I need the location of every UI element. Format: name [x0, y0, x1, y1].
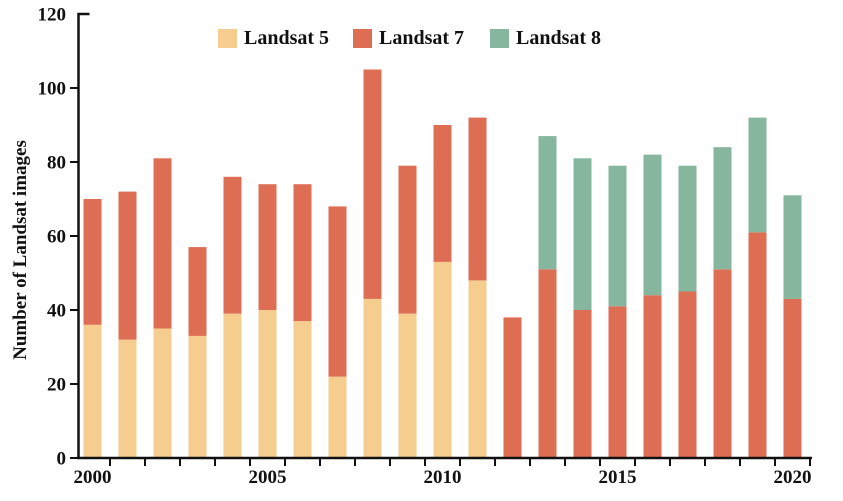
- legend-swatch-landsat-8-icon: [490, 28, 509, 48]
- bar-segment-2017-landsat-7: [678, 291, 697, 458]
- bar-segment-2020-landsat-8: [783, 195, 802, 299]
- legend-swatch-landsat-7-icon: [353, 28, 372, 48]
- bar-segment-2002-landsat-5: [153, 328, 172, 458]
- legend-item-landsat-5: Landsat 5: [218, 28, 329, 48]
- bar-segment-2001-landsat-7: [118, 191, 137, 340]
- legend-label-landsat-5: Landsat 5: [244, 27, 330, 49]
- y-axis-title: Number of Landsat images: [10, 140, 31, 360]
- bar-segment-2019-landsat-8: [748, 117, 767, 233]
- legend-item-landsat-7: Landsat 7: [353, 28, 464, 48]
- bar-segment-2008-landsat-7: [363, 69, 382, 299]
- bar-segment-2015-landsat-7: [608, 306, 627, 458]
- bar-segment-2009-landsat-7: [398, 165, 417, 314]
- bar-segment-2002-landsat-7: [153, 158, 172, 329]
- bar-segment-2003-landsat-7: [188, 247, 207, 336]
- bar-segment-2005-landsat-5: [258, 310, 277, 458]
- bar-segment-2006-landsat-7: [293, 184, 312, 322]
- y-tick-label: 60: [47, 227, 66, 248]
- bar-segment-2005-landsat-7: [258, 184, 277, 310]
- y-tick-label: 80: [47, 153, 66, 174]
- bar-segment-2011-landsat-5: [468, 280, 487, 458]
- legend-label-landsat-7: Landsat 7: [379, 27, 465, 49]
- bar-segment-2013-landsat-7: [538, 269, 557, 458]
- bar-segment-2018-landsat-7: [713, 269, 732, 458]
- bar-segment-2020-landsat-7: [783, 298, 802, 458]
- x-tick-label: 2005: [249, 467, 287, 488]
- x-tick-label: 2015: [599, 467, 637, 488]
- y-tick-label: 100: [38, 79, 67, 100]
- bar-segment-2014-landsat-8: [573, 158, 592, 310]
- legend-swatch-landsat-5-icon: [218, 28, 237, 48]
- bar-segment-2007-landsat-5: [328, 376, 347, 458]
- x-tick-label: 2000: [74, 467, 112, 488]
- bar-segment-2011-landsat-7: [468, 117, 487, 281]
- bar-segment-2000-landsat-7: [83, 199, 102, 325]
- x-tick-label: 2020: [774, 467, 812, 488]
- bar-segment-2004-landsat-5: [223, 313, 242, 458]
- legend-label-landsat-8: Landsat 8: [516, 27, 602, 49]
- bar-segment-2003-landsat-5: [188, 335, 207, 458]
- bar-segment-2009-landsat-5: [398, 313, 417, 458]
- bar-segment-2013-landsat-8: [538, 136, 557, 270]
- y-tick-label: 20: [47, 375, 66, 396]
- bar-segment-2015-landsat-8: [608, 165, 627, 307]
- bar-segment-2006-landsat-5: [293, 321, 312, 458]
- bar-segment-2007-landsat-7: [328, 206, 347, 377]
- y-tick-label: 0: [57, 449, 67, 470]
- bar-segment-2012-landsat-7: [503, 317, 522, 458]
- bar-segment-2008-landsat-5: [363, 298, 382, 458]
- bar-segment-2004-landsat-7: [223, 176, 242, 314]
- legend-item-landsat-8: Landsat 8: [490, 28, 601, 48]
- bar-segment-2000-landsat-5: [83, 324, 102, 458]
- bar-segment-2010-landsat-5: [433, 261, 452, 458]
- bar-segment-2019-landsat-7: [748, 232, 767, 458]
- bar-segment-2016-landsat-8: [643, 154, 662, 296]
- bar-segment-2010-landsat-7: [433, 125, 452, 262]
- bar-segment-2001-landsat-5: [118, 339, 137, 458]
- y-tick-label: 120: [38, 5, 67, 26]
- y-tick-label: 40: [47, 301, 66, 322]
- bar-segment-2018-landsat-8: [713, 147, 732, 270]
- bar-segment-2017-landsat-8: [678, 165, 697, 292]
- bar-segment-2014-landsat-7: [573, 310, 592, 458]
- chart-legend: Landsat 5 Landsat 7 Landsat 8: [0, 28, 843, 52]
- x-tick-label: 2010: [424, 467, 462, 488]
- bar-segment-2016-landsat-7: [643, 295, 662, 458]
